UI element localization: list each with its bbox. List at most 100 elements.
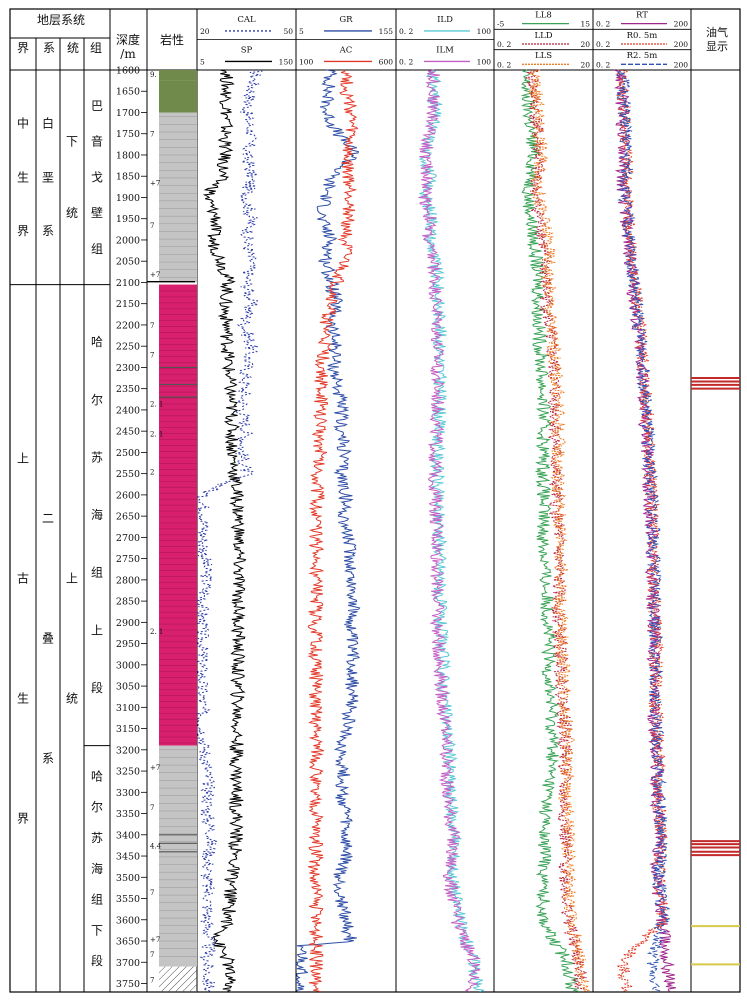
curve-name: LL8 <box>535 11 552 21</box>
depth-tick-label: 1650 <box>116 87 140 98</box>
depth-tick-label: 2050 <box>116 257 140 268</box>
strat-unit-zu-char: 海 <box>91 861 103 876</box>
curve-max-label: 200 <box>674 40 689 49</box>
depth-tick-label: 2300 <box>116 363 140 374</box>
strat-unit-zu-char: 下 <box>91 923 103 937</box>
curve-name: AC <box>339 45 353 55</box>
lith-label: 7 <box>150 222 154 230</box>
lith-label: 4.4 <box>150 842 162 850</box>
depth-tick-label: 3450 <box>116 852 140 863</box>
depth-axis: 1600 1650 1700 1750 1800 1850 1900 1950 2000 2050… <box>116 66 147 990</box>
header-oil-gas: 油气 <box>706 25 728 39</box>
curve-name: CAL <box>237 15 256 25</box>
depth-tick-label: 2600 <box>116 490 140 501</box>
depth-tick-label: 3000 <box>116 660 140 671</box>
depth-tick-label: 1800 <box>116 150 140 161</box>
header-tong: 统 <box>67 41 79 55</box>
strat-unit-zu-char: 戈 <box>91 170 103 184</box>
curve-name: R0. 5m <box>627 31 658 41</box>
header-depth-unit: /m <box>120 47 136 61</box>
lith-green <box>159 70 197 81</box>
curve-min-label: 0. 2 <box>596 20 611 29</box>
strat-unit-zu-char: 苏 <box>91 831 103 845</box>
strat-unit-tong-char: 统 <box>66 691 78 705</box>
depth-tick-label: 2250 <box>116 342 140 353</box>
curve-min-label: 0. 2 <box>596 40 611 49</box>
curve-max-label: 155 <box>379 27 394 36</box>
depth-tick-label: 3150 <box>116 724 140 735</box>
curve-ilm <box>418 69 482 993</box>
strat-unit-tong-char: 下 <box>66 135 78 149</box>
curve-name: LLD <box>534 31 552 41</box>
lith-label: 2. 1 <box>150 401 163 409</box>
curve-min-label: 5 <box>299 27 304 36</box>
depth-tick-label: 1750 <box>116 129 140 140</box>
strat-unit-zu-char: 海 <box>91 507 103 522</box>
curve-min-label: 0. 2 <box>399 27 414 36</box>
log-curves <box>196 69 676 993</box>
strat-unit-zu-char: 段 <box>91 953 103 968</box>
curve-gr <box>295 69 361 992</box>
header-jie: 界 <box>17 41 29 55</box>
depth-tick-label: 2450 <box>116 427 140 438</box>
depth-tick-label: 2150 <box>116 299 140 310</box>
curve-name: ILM <box>436 45 454 55</box>
strat-unit-zu-char: 尔 <box>91 392 103 407</box>
depth-tick-label: 3600 <box>116 915 140 926</box>
column-header: 地层系统 界 系 统 组 深度 /m 岩性 油气 显示 <box>17 13 728 61</box>
strat-unit-tong-char: 上 <box>66 571 78 585</box>
header-xi: 系 <box>43 41 55 55</box>
curve-max-label: 20 <box>580 60 590 69</box>
depth-tick-label: 2500 <box>116 448 140 459</box>
curve-max-label: 200 <box>674 20 689 29</box>
depth-tick-label: 3700 <box>116 958 140 969</box>
lith-label: 2. 1 <box>150 430 163 438</box>
strat-unit-jie-char: 生 <box>17 691 29 705</box>
depth-tick-label: 3250 <box>116 767 140 778</box>
track-headers: CAL 20 50 SP 5 150 GR 5 155 AC 100 600 ILD 0. 2 100 ILM… <box>197 11 691 69</box>
lith-label: 2. 1 <box>150 628 163 636</box>
strat-unit-zu-char: 哈 <box>91 335 103 349</box>
strat-unit-jie-char: 界 <box>17 811 29 825</box>
curve-name: ILD <box>437 15 453 25</box>
curve-max-label: 15 <box>580 20 590 29</box>
lith-label: 7 <box>150 889 154 897</box>
lith-label: 7 <box>150 951 154 959</box>
depth-tick-label: 2800 <box>116 575 140 586</box>
strat-unit-tong-char: 统 <box>66 206 78 220</box>
strat-unit-zu-char: 组 <box>91 893 103 907</box>
oil-show-column <box>691 377 740 966</box>
strat-unit-zu-char: 段 <box>91 680 103 695</box>
depth-tick-label: 3200 <box>116 745 140 756</box>
curve-cal <box>196 69 263 993</box>
curve-min-label: 100 <box>299 57 314 66</box>
depth-tick-label: 2650 <box>116 512 140 523</box>
curve-lld <box>524 69 588 992</box>
header-zu: 组 <box>90 41 102 55</box>
curve-max-label: 100 <box>477 57 492 66</box>
curve-lls <box>528 69 591 993</box>
lith-gray <box>159 745 197 967</box>
lith-label: +7 <box>150 271 160 279</box>
strat-unit-xi-char: 系 <box>42 751 54 765</box>
lith-label: 7 <box>150 804 154 812</box>
strat-unit-jie-char: 生 <box>17 170 29 184</box>
depth-tick-label: 1900 <box>116 193 140 204</box>
lith-green <box>159 80 197 113</box>
chart-frame <box>9 8 741 993</box>
depth-tick-label: 2750 <box>116 554 140 565</box>
curve-max-label: 600 <box>379 57 394 66</box>
curve-sp <box>202 69 247 993</box>
lith-label: 2 <box>150 469 154 477</box>
strat-unit-jie-char: 古 <box>17 570 29 585</box>
depth-tick-label: 3300 <box>116 788 140 799</box>
curve-min-label: -5 <box>497 20 505 29</box>
strat-unit-jie-char: 中 <box>17 116 29 131</box>
lithology-column: 9. 7 +7 7 +7 7 7 2. 1 2. 1 2 2. 1 +7 7 4.4 7 +7 7 7 <box>147 70 197 992</box>
curve-min-label: 0. 2 <box>399 57 414 66</box>
lith-label: 7 <box>150 976 154 984</box>
curve-r05m <box>614 69 669 993</box>
curve-name: SP <box>241 45 253 55</box>
